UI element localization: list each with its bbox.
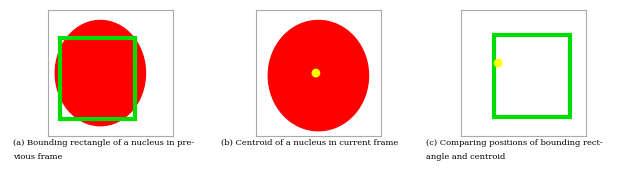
Ellipse shape (268, 21, 369, 131)
Text: vious frame: vious frame (13, 153, 62, 161)
Point (311, 72, 321, 74)
Point (493, 62, 503, 64)
Bar (60, 38, 136, 119)
Text: (b) Centroid of a nucleus in current frame: (b) Centroid of a nucleus in current fra… (221, 139, 398, 147)
Text: angle and centroid: angle and centroid (426, 153, 505, 161)
Bar (494, 35, 570, 117)
Ellipse shape (55, 21, 145, 126)
Text: (a) Bounding rectangle of a nucleus in pre-: (a) Bounding rectangle of a nucleus in p… (13, 139, 194, 147)
Text: (c) Comparing positions of bounding rect-: (c) Comparing positions of bounding rect… (426, 139, 602, 147)
